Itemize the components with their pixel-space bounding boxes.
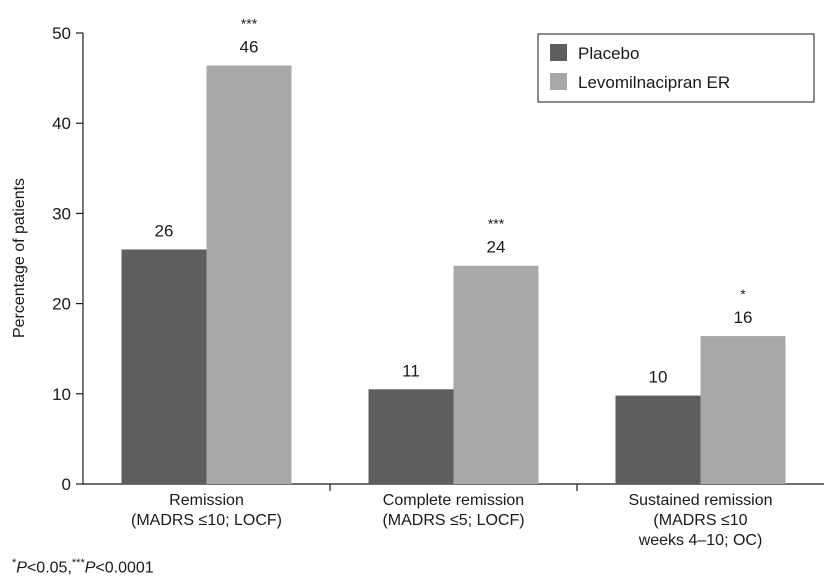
x-category-label: Sustained remission (MADRS ≤10 weeks 4–10;… [628, 492, 772, 549]
x-category-label-line: weeks 4–10; OC) [638, 532, 763, 549]
legend-swatch [550, 73, 567, 90]
y-tick-label: 50 [52, 24, 71, 43]
footnote-threshold-1: <0.05, [26, 559, 72, 577]
x-category-label: Complete remission (MADRS ≤5; LOCF) [382, 492, 524, 529]
bars [121, 65, 786, 485]
x-category-label-line: Complete remission [383, 492, 524, 509]
data-label: 24 [487, 238, 506, 257]
y-axis-title: Percentage of patients [11, 178, 28, 338]
data-label: 10 [649, 368, 668, 387]
significance-marker: * [740, 286, 746, 302]
legend-swatch [550, 44, 567, 61]
data-label: 11 [402, 361, 420, 380]
y-tick-label: 0 [62, 475, 71, 494]
y-tick-label: 40 [52, 114, 71, 133]
footnote: *P<0.05,***P<0.0001 [12, 557, 154, 577]
x-category-label-line: Remission [169, 492, 244, 509]
x-category-label: Remission (MADRS ≤10; LOCF) [131, 492, 282, 529]
x-category-label-line: (MADRS ≤10 [653, 512, 747, 529]
significance-marker: *** [488, 216, 505, 232]
bar [206, 65, 292, 485]
data-label: 46 [240, 37, 259, 56]
footnote-p-1: P [16, 559, 27, 577]
footnote-threshold-2: <0.0001 [95, 559, 154, 577]
bar-chart: 0 10 20 30 40 50 26 46 *** Remission (MADRS ≤10; … [11, 15, 824, 549]
y-tick-label: 30 [52, 204, 71, 223]
legend-box [537, 33, 815, 103]
bar [615, 395, 701, 484]
footnote-symbol-2: *** [71, 557, 85, 569]
data-label: 26 [155, 221, 174, 240]
footnote-p-2: P [84, 559, 96, 577]
x-category-label-line: (MADRS ≤5; LOCF) [382, 512, 524, 529]
y-tick-label: 20 [52, 295, 71, 314]
y-tick-label: 10 [52, 385, 71, 404]
legend-label: Placebo [578, 44, 639, 63]
bar [453, 265, 539, 484]
bar [700, 336, 786, 484]
data-label: 16 [734, 308, 753, 327]
legend-label: Levomilnacipran ER [578, 73, 730, 92]
x-category-label-line: Sustained remission [628, 492, 772, 509]
x-category-label-line: (MADRS ≤10; LOCF) [131, 512, 282, 529]
footnote-symbol-1: * [12, 557, 17, 569]
legend: Placebo Levomilnacipran ER [537, 33, 815, 103]
bar [368, 389, 454, 484]
bar [121, 249, 207, 484]
significance-marker: *** [241, 15, 258, 31]
